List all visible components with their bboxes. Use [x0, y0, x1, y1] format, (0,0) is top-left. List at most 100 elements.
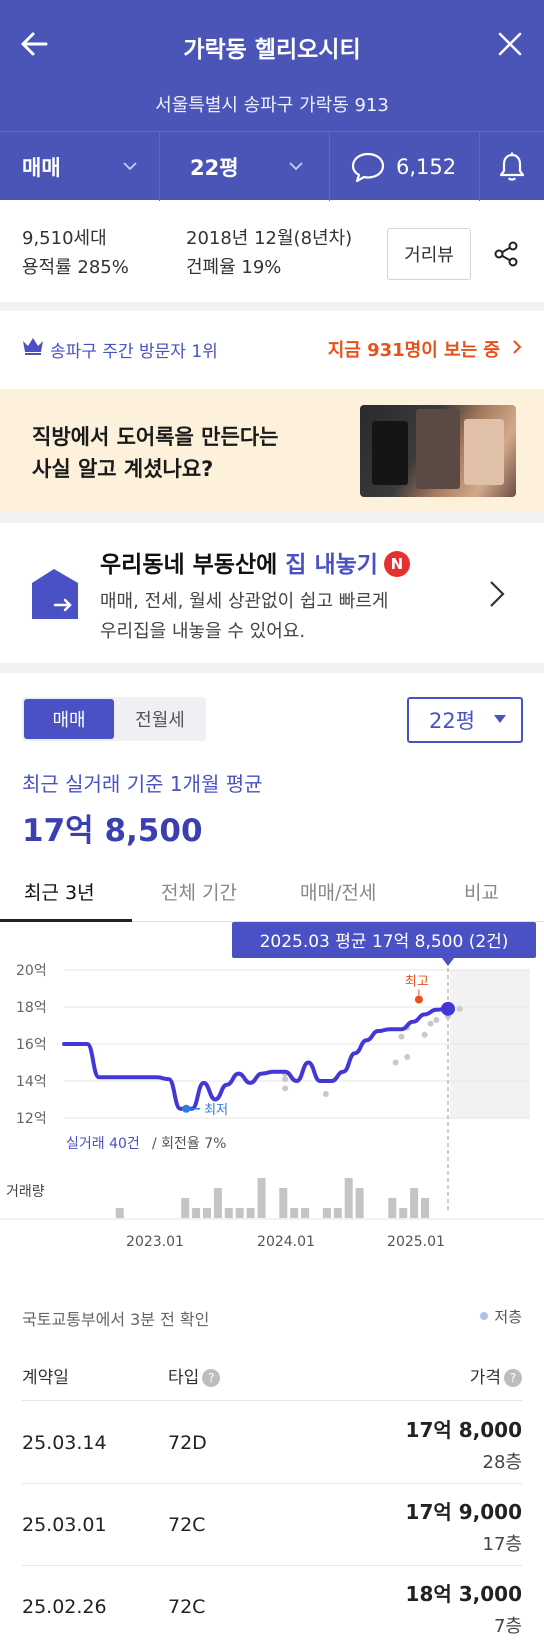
- banner-line-2: 사실 알고 계셨나요?: [32, 457, 214, 481]
- volume-bar: [235, 1208, 244, 1218]
- trade-point: [404, 1053, 411, 1060]
- volume-bar: [421, 1198, 429, 1218]
- low-floor-dot: [480, 1312, 489, 1320]
- tab-compare[interactable]: 비교: [464, 882, 499, 904]
- size-dropdown-label: 22평: [429, 709, 476, 733]
- col-type: 타입: [168, 1368, 200, 1388]
- volume-bar: [246, 1208, 255, 1218]
- divider: [0, 511, 544, 523]
- col-price: 가격: [469, 1368, 501, 1388]
- size-dropdown[interactable]: 22평: [407, 697, 523, 743]
- deal-type-select[interactable]: 매매: [0, 132, 160, 201]
- coverage-ratio-text: 건폐율 19%: [186, 257, 282, 278]
- row-price: 17억 8,000: [405, 1418, 522, 1442]
- volume-bar: [279, 1188, 288, 1218]
- help-icon[interactable]: ?: [202, 1369, 221, 1387]
- source-note: 국토교통부에서 3분 전 확인: [22, 1310, 210, 1329]
- size-label: 22평: [190, 155, 239, 180]
- volume-bar: [355, 1188, 364, 1218]
- promo-title-highlight: 집 내놓기: [285, 552, 378, 578]
- volume-bar: [322, 1208, 331, 1218]
- row-date: 25.02.26: [22, 1596, 107, 1618]
- volume-label: 거래량: [6, 1184, 45, 1200]
- y-tick-label: 18억: [16, 1000, 47, 1016]
- price-line: [62, 1006, 450, 1111]
- volume-bar: [192, 1208, 201, 1218]
- current-point: [441, 1001, 455, 1016]
- trade-point: [421, 1031, 428, 1038]
- volume-bar: [257, 1178, 266, 1218]
- tab-rent[interactable]: 전월세: [135, 710, 185, 731]
- banner-line-1: 직방에서 도어록을 만든다는: [32, 425, 279, 449]
- chevron-down-icon: [123, 162, 137, 171]
- comments-button[interactable]: 6,152: [330, 132, 480, 201]
- legend-low-floor: 저층: [480, 1306, 522, 1327]
- tooltip-pointer: [442, 958, 454, 966]
- table-row[interactable]: 25.02.26 72C 18억 3,000 7층: [22, 1566, 522, 1642]
- visitor-rank-text: 송파구 주간 방문자 1위: [50, 342, 218, 362]
- row-price: 18억 3,000: [405, 1582, 522, 1606]
- caret-down-icon: [494, 715, 506, 723]
- crown-icon: [23, 338, 43, 355]
- row-type: 72D: [168, 1432, 207, 1454]
- trade-point: [282, 1085, 289, 1092]
- volume-bar: [410, 1188, 419, 1218]
- share-icon[interactable]: [492, 240, 520, 268]
- table-row[interactable]: 25.03.14 72D 17억 8,000 28층: [22, 1402, 522, 1484]
- tab-sale-vs-lease[interactable]: 매매/전세: [300, 882, 377, 904]
- period-tabs: 최근 3년 전체 기간 매매/전세 비교: [0, 868, 544, 922]
- trade-count-summary: 실거래 40건: [66, 1136, 140, 1152]
- volume-bar: [115, 1208, 124, 1218]
- trade-point: [433, 1016, 440, 1023]
- average-price-label: 최근 실거래 기준 1개월 평균: [22, 772, 263, 796]
- street-view-button[interactable]: 거리뷰: [387, 228, 471, 280]
- y-tick-label: 16억: [16, 1037, 47, 1053]
- row-floor: 7층: [493, 1616, 522, 1637]
- row-type: 72C: [168, 1596, 206, 1618]
- row-date: 25.03.14: [22, 1432, 107, 1454]
- back-arrow-icon[interactable]: [18, 28, 50, 60]
- table-row[interactable]: 25.03.01 72C 17억 9,000 17층: [22, 1484, 522, 1566]
- y-tick-label: 14억: [16, 1074, 47, 1090]
- volume-bar: [224, 1208, 233, 1218]
- trade-point: [456, 1005, 463, 1012]
- average-price-value: 17억 8,500: [22, 813, 203, 849]
- complex-info: 9,510세대 용적률 285% 2018년 12월(8년차) 건폐율 19% …: [0, 200, 544, 302]
- row-floor: 28층: [482, 1452, 522, 1473]
- volume-bar: [203, 1208, 211, 1218]
- size-select[interactable]: 22평: [160, 132, 330, 201]
- y-tick-label: 20억: [16, 963, 47, 979]
- visitor-rank-bar[interactable]: 송파구 주간 방문자 1위 지금 931명이 보는 중: [0, 311, 544, 387]
- promo-desc-line-1: 매매, 전세, 월세 상관없이 쉽고 빠르게: [100, 591, 389, 612]
- app-header: 가락동 헬리오시티 서울특별시 송파구 가락동 913 매매 22평 6,152: [0, 0, 544, 201]
- chevron-down-icon: [289, 162, 303, 171]
- close-icon[interactable]: [494, 28, 526, 60]
- row-price: 17억 9,000: [405, 1500, 522, 1524]
- promo-desc-line-2: 우리집을 내놓을 수 있어요.: [100, 621, 306, 642]
- col-date: 계약일: [22, 1368, 69, 1388]
- tab-all-period[interactable]: 전체 기간: [161, 882, 237, 904]
- legend-low-label: 저층: [494, 1308, 522, 1326]
- bell-icon: [499, 152, 525, 181]
- page-title: 가락동 헬리오시티: [183, 37, 361, 63]
- notification-button[interactable]: [480, 132, 544, 201]
- x-tick-label: 2024.01: [257, 1234, 315, 1250]
- floor-area-ratio-text: 용적률 285%: [22, 257, 129, 278]
- doorlock-ad-banner[interactable]: 직방에서 도어록을 만든다는 사실 알고 계셨나요?: [0, 389, 544, 511]
- deal-type-label: 매매: [22, 155, 61, 180]
- volume-bar: [301, 1208, 310, 1218]
- tab-recent-3y[interactable]: 최근 3년: [24, 882, 95, 904]
- trade-point: [322, 1090, 329, 1097]
- trade-point: [398, 1033, 405, 1040]
- new-badge: N: [383, 551, 410, 577]
- tab-sale[interactable]: 매매: [24, 699, 114, 739]
- help-icon[interactable]: ?: [504, 1369, 522, 1387]
- low-label: 최저: [204, 1103, 228, 1118]
- trade-point: [427, 1020, 434, 1027]
- chevron-right-icon: [490, 581, 505, 607]
- tooltip-text: 2025.03 평균 17억 8,500 (2건): [260, 932, 509, 952]
- list-my-home-promo[interactable]: 우리동네 부동산에 집 내놓기 N 매매, 전세, 월세 상관없이 쉽고 빠르게 …: [0, 523, 544, 663]
- volume-bar: [181, 1198, 190, 1218]
- households-text: 9,510세대: [22, 228, 107, 249]
